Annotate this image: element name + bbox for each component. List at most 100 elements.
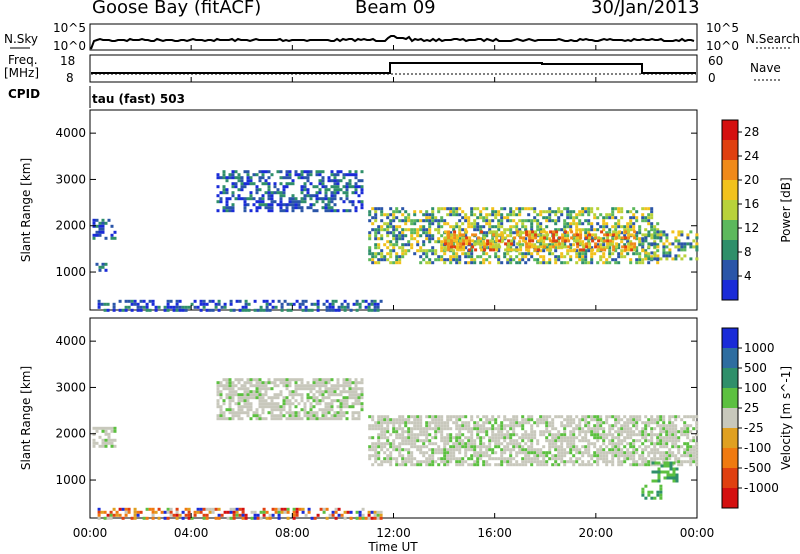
echo-cell: [546, 248, 550, 252]
echo-cell: [330, 197, 334, 201]
echo-cell: [563, 424, 567, 428]
echo-cell: [243, 381, 247, 385]
echo-cell: [440, 424, 444, 428]
echo-cell: [407, 436, 411, 440]
echo-cell: [428, 222, 432, 226]
echo-cell: [495, 236, 499, 240]
echo-cell: [695, 248, 699, 252]
echo-cell: [587, 261, 591, 265]
echo-cell: [503, 255, 507, 259]
echo-cell: [635, 258, 639, 262]
echo-cell: [659, 430, 663, 434]
echo-cell: [597, 239, 601, 243]
echo-cell: [647, 233, 651, 237]
echo-cell: [139, 510, 143, 514]
echo-cell: [103, 308, 107, 312]
echo-cell: [270, 206, 274, 210]
echo-cell: [605, 421, 609, 425]
echo-cell: [377, 433, 381, 437]
echo-cell: [518, 445, 522, 449]
echo-cell: [509, 234, 513, 238]
echo-cell: [597, 245, 601, 249]
echo-cell: [121, 507, 125, 511]
echo-cell: [383, 258, 387, 262]
echo-cell: [345, 402, 349, 406]
echo-cell: [647, 255, 651, 259]
echo-cell: [482, 216, 486, 220]
echo-cell: [279, 417, 283, 421]
echo-cell: [386, 457, 390, 461]
echo-cell: [354, 396, 358, 400]
echo-cell: [199, 299, 203, 303]
echo-cell: [635, 439, 639, 443]
echo-cell: [342, 173, 346, 177]
echo-cell: [265, 516, 269, 520]
echo-cell: [449, 457, 453, 461]
echo-cell: [674, 439, 678, 443]
echo-cell: [282, 381, 286, 385]
echo-cell: [588, 233, 592, 237]
echo-cell: [554, 448, 558, 452]
echo-cell: [692, 445, 696, 449]
echo-cell: [662, 418, 666, 422]
echo-cell: [383, 433, 387, 437]
echo-cell: [659, 445, 663, 449]
echo-cell: [276, 170, 280, 174]
echo-cell: [297, 384, 301, 388]
echo-cell: [404, 460, 408, 464]
echo-cell: [211, 299, 215, 303]
echo-cell: [653, 445, 657, 449]
echo-cell: [668, 251, 672, 255]
noise-tick-top-right: 10^5: [706, 21, 739, 35]
echo-cell: [216, 390, 220, 394]
echo-cell: [575, 222, 579, 226]
echo-cell: [464, 213, 468, 217]
echo-cell: [530, 436, 534, 440]
echo-cell: [101, 444, 105, 448]
echo-cell: [542, 249, 546, 253]
echo-cell: [222, 378, 226, 382]
echo-cell: [647, 439, 651, 443]
echo-cell: [686, 430, 690, 434]
echo-cell: [291, 414, 295, 418]
echo-cell: [392, 430, 396, 434]
echo-cell: [401, 421, 405, 425]
echo-cell: [504, 236, 508, 240]
echo-cell: [527, 207, 531, 211]
echo-cell: [234, 390, 238, 394]
echo-cell: [555, 230, 559, 234]
echo-cell: [428, 463, 432, 467]
echo-cell: [617, 261, 621, 265]
echo-cell: [447, 248, 451, 252]
echo-cell: [641, 433, 645, 437]
echo-cell: [345, 417, 349, 421]
echo-cell: [584, 433, 588, 437]
echo-cell: [476, 216, 480, 220]
echo-cell: [572, 237, 576, 241]
colorbar-tick-label: 24: [744, 149, 759, 163]
echo-cell: [552, 239, 556, 243]
echo-cell: [261, 399, 265, 403]
echo-cell: [689, 439, 693, 443]
echo-cell: [665, 433, 669, 437]
echo-cell: [476, 430, 480, 434]
echo-cell: [569, 210, 573, 214]
echo-cell: [521, 445, 525, 449]
echo-cell: [657, 479, 661, 483]
echo-cell: [581, 240, 585, 244]
echo-cell: [590, 463, 594, 467]
echo-cell: [243, 170, 247, 174]
echo-cell: [380, 448, 384, 452]
echo-cell: [169, 299, 173, 303]
echo-cell: [554, 258, 558, 262]
echo-cell: [560, 442, 564, 446]
echo-cell: [554, 213, 558, 217]
echo-cell: [342, 209, 346, 213]
echo-cell: [270, 209, 274, 213]
echo-cell: [560, 210, 564, 214]
echo-cell: [267, 387, 271, 391]
echo-cell: [313, 302, 317, 306]
echo-cell: [228, 417, 232, 421]
echo-cell: [216, 393, 220, 397]
echo-cell: [219, 396, 223, 400]
